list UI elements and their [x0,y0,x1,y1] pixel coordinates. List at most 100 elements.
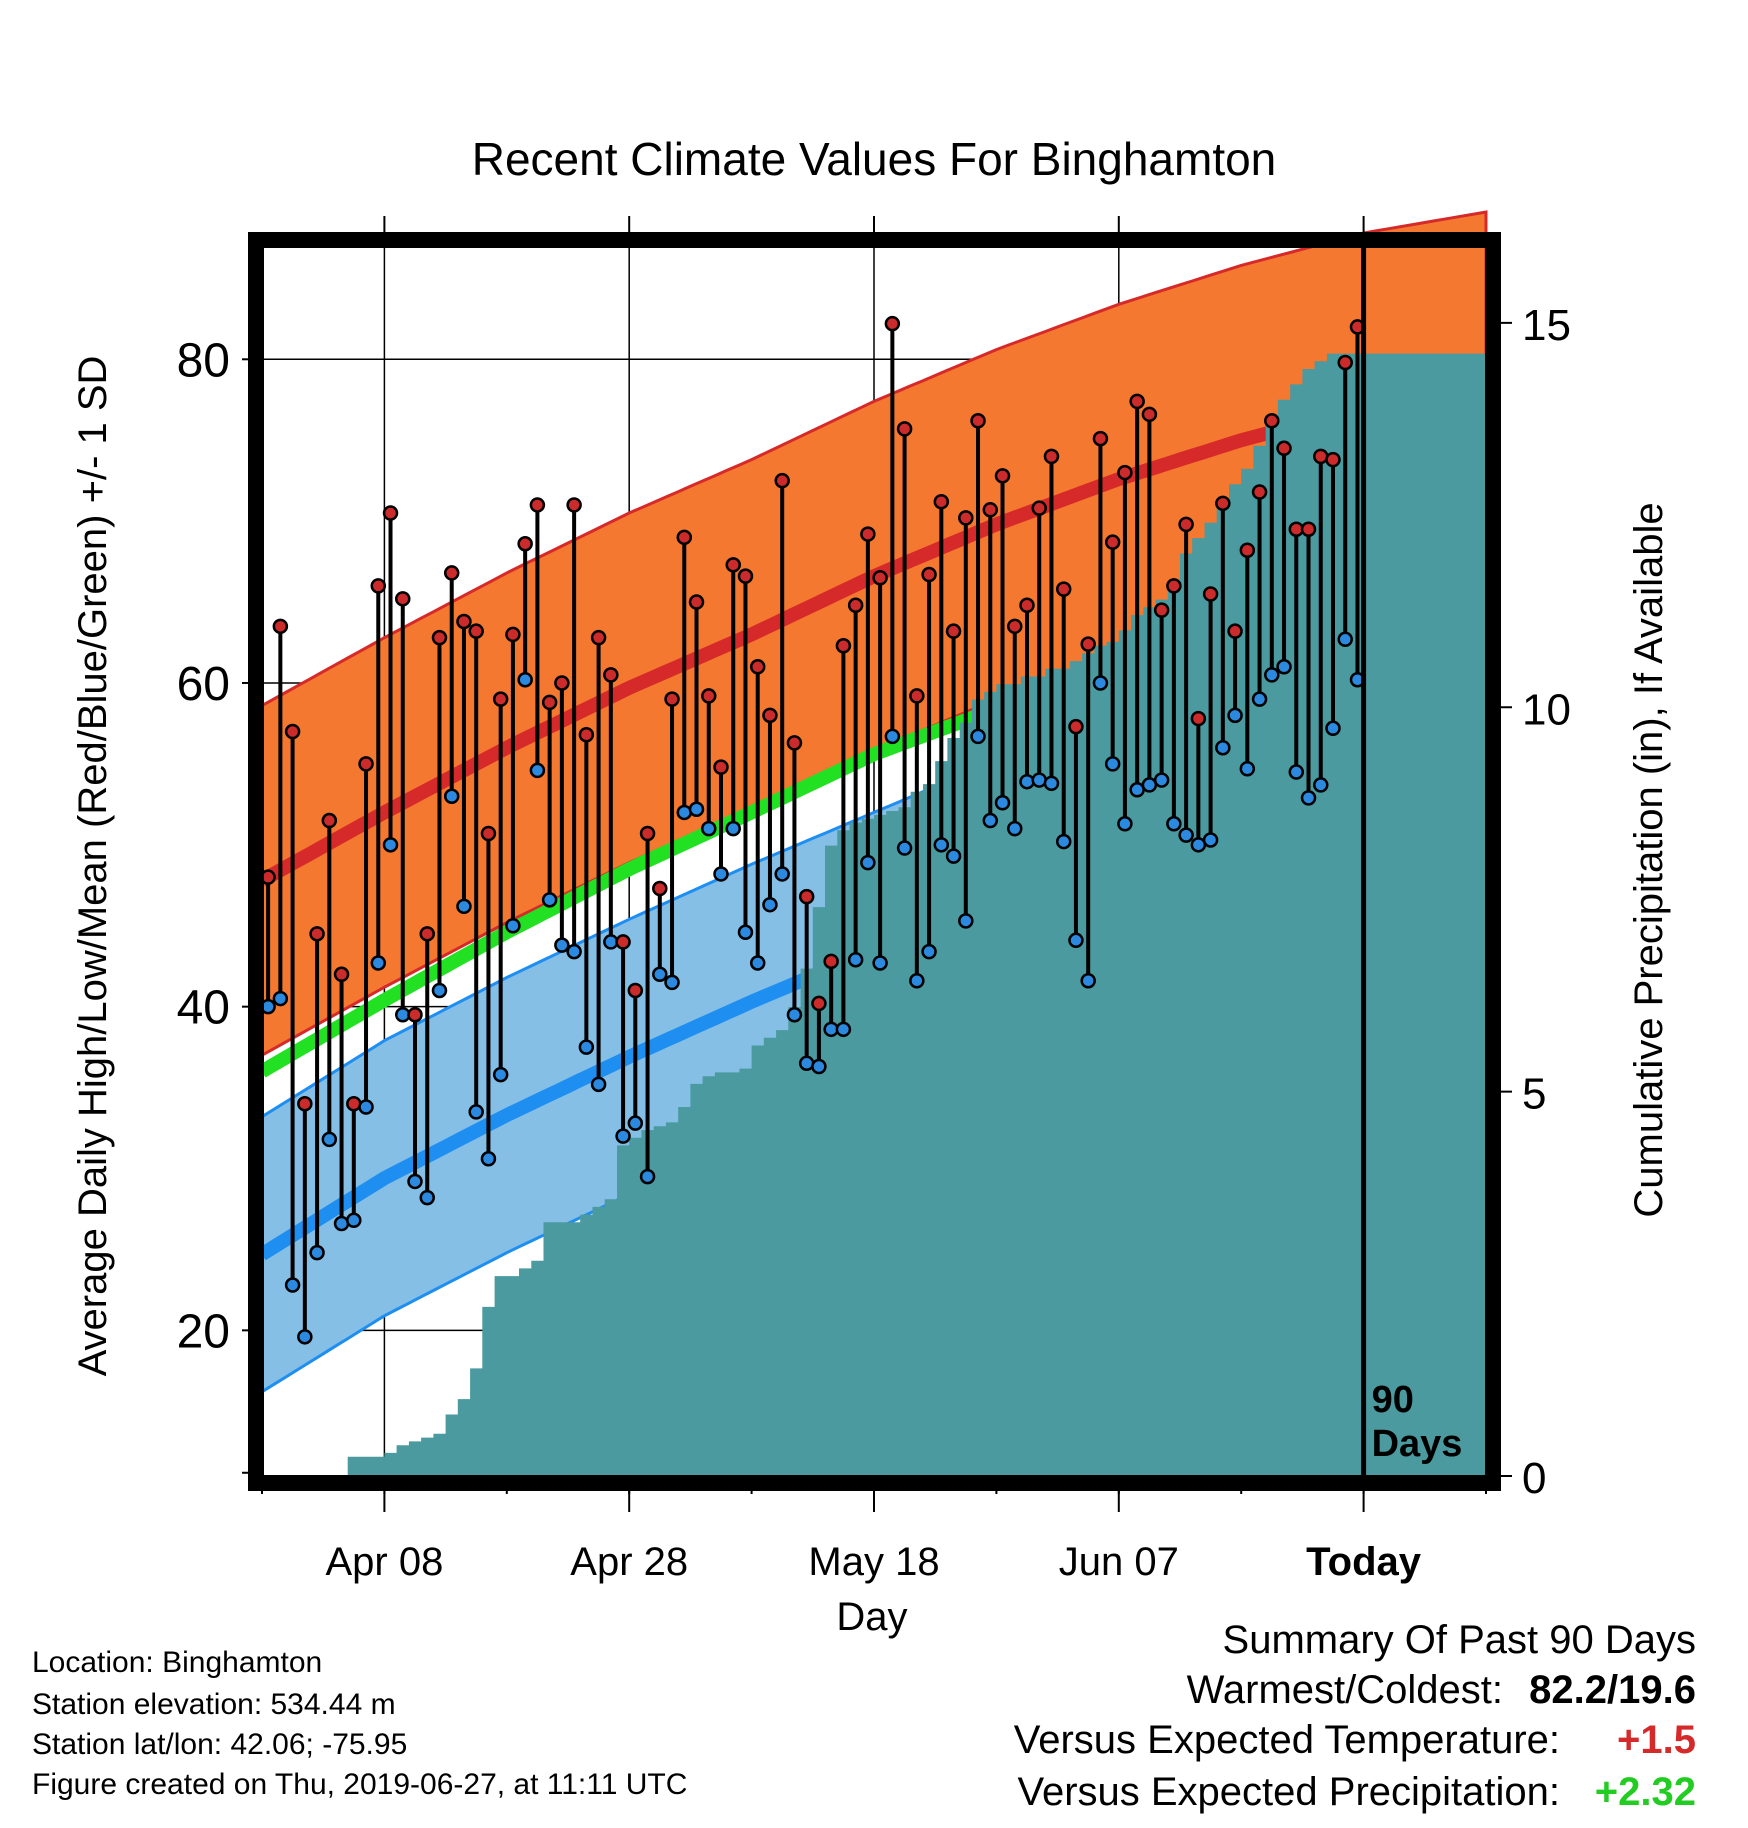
daily-high-point [1055,581,1072,597]
daily-low-point [1092,675,1109,691]
daily-low-point [774,866,790,882]
daily-high-point [1337,354,1353,371]
y-tick-label: 20 [177,1305,230,1358]
daily-high-point [505,626,521,643]
daily-low-point [346,1212,362,1229]
daily-low-point [884,728,901,745]
daily-low-point [578,1039,595,1055]
daily-high-point [1325,451,1341,468]
y-tick-label: 60 [177,658,230,711]
daily-low-point [982,812,999,829]
daily-low-point [309,1244,325,1261]
daily-low-point [958,913,974,929]
daily-low-point [909,973,925,989]
daily-high-point [1202,586,1219,602]
daily-low-point [1337,631,1353,648]
summary-temp-label: Versus Expected Temperature: [1013,1718,1560,1762]
daily-high-point [468,623,484,639]
daily-high-point [701,688,717,704]
daily-high-point [737,568,754,584]
summary-warm-cold-value: 82.2/19.6 [1529,1668,1696,1712]
daily-high-point [1227,623,1243,639]
summary-precip-value: +2.32 [1594,1770,1696,1814]
daily-high-point [517,536,533,552]
daily-low-point [1178,827,1194,843]
daily-low-point [1166,816,1182,832]
daily-high-point [1068,718,1084,735]
today-days-number: 90 [1372,1379,1414,1421]
daily-low-point [297,1329,313,1345]
daily-low-point [480,1151,497,1167]
daily-high-point [590,629,607,646]
daily-low-point [1068,932,1084,949]
daily-high-point [297,1096,313,1112]
daily-low-point [737,924,754,940]
daily-high-point [1251,484,1268,500]
daily-high-point [774,472,790,489]
daily-low-point [615,1128,631,1144]
y2-tick-label: 15 [1522,301,1571,350]
daily-high-point [970,413,986,429]
x-tick-label: Today [1306,1540,1422,1584]
daily-high-point [958,510,974,526]
daily-low-point [382,837,399,853]
daily-low-point [590,1076,607,1093]
daily-high-point [688,594,705,610]
daily-high-point [1019,597,1035,614]
daily-high-point [860,526,876,542]
daily-low-point [1239,761,1256,777]
daily-low-point [676,804,693,821]
daily-high-point [492,691,509,707]
daily-low-point [407,1173,423,1190]
daily-low-point [921,943,937,960]
daily-high-point [639,825,656,842]
daily-low-point [688,801,705,817]
daily-low-point [492,1066,509,1083]
daily-high-point [480,825,497,842]
daily-low-point [872,955,888,971]
summary-heading: Summary Of Past 90 Days [1222,1618,1696,1662]
daily-high-point [847,597,864,614]
daily-low-point [713,866,729,882]
daily-low-point [1104,756,1121,772]
daily-low-point [468,1104,484,1120]
daily-low-point [1043,775,1060,792]
daily-high-point [1117,464,1133,481]
y-tick-label: 80 [177,334,230,387]
daily-high-point [272,618,289,635]
daily-low-point [627,1115,644,1131]
daily-low-point [994,794,1011,811]
daily-high-point [884,315,901,332]
daily-low-point [639,1168,656,1185]
daily-high-point [798,888,815,905]
daily-low-point [1300,790,1317,806]
daily-high-point [627,982,644,999]
daily-high-point [284,723,301,740]
y2-tick-label: 0 [1522,1454,1546,1503]
daily-high-point [1031,500,1047,516]
daily-low-point [554,937,570,953]
daily-high-point [982,502,999,518]
daily-low-point [860,854,876,871]
daily-low-point [1288,764,1305,780]
daily-high-point [1104,534,1121,550]
daily-low-point [1153,772,1170,788]
daily-high-point [346,1096,362,1112]
daily-low-point [541,892,558,908]
info-created: Figure created on Thu, 2019-06-27, at 11… [32,1768,688,1801]
daily-high-point [762,707,778,724]
daily-high-point [370,578,387,594]
daily-high-point [456,613,472,630]
daily-high-point [407,1007,423,1023]
daily-high-point [1313,448,1329,465]
daily-high-point [1166,578,1182,594]
daily-low-point [835,1021,852,1038]
daily-low-point [664,974,680,991]
daily-high-point [1080,636,1096,652]
daily-high-point [578,727,595,743]
daily-low-point [762,896,778,913]
daily-high-point [321,812,338,829]
daily-high-point [443,565,460,581]
daily-low-point [370,955,387,971]
daily-high-point [358,756,374,772]
